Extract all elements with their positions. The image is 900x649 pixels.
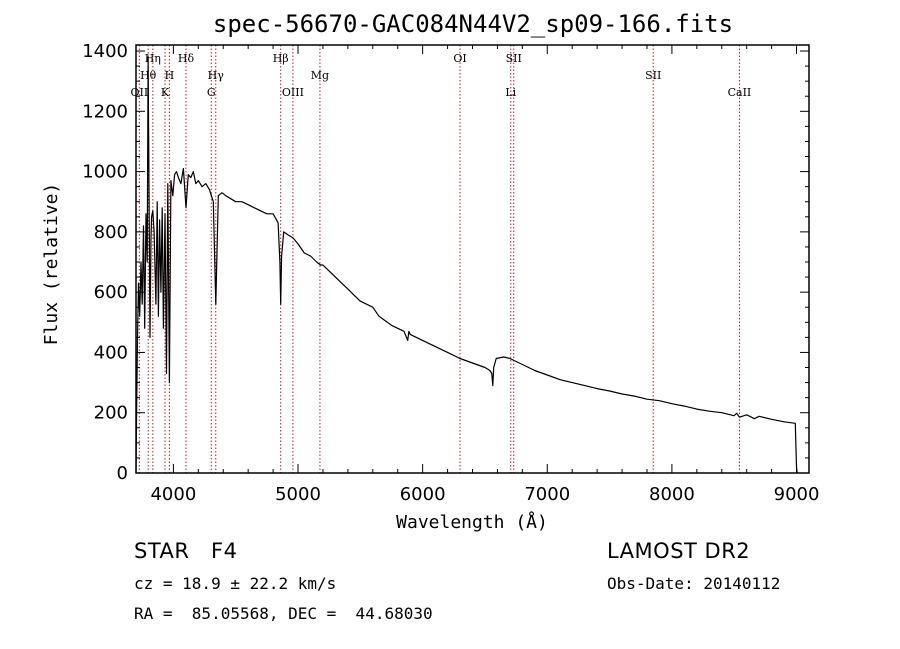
y-tick-label: 600 — [94, 282, 128, 303]
x-tick-label: 7000 — [524, 484, 570, 505]
x-tick-label: 4000 — [150, 484, 196, 505]
x-axis: 4000 5000 6000 7000 8000 9000 — [150, 45, 819, 505]
survey-name: LAMOST DR2 — [607, 539, 751, 563]
line-marker-label: G — [207, 86, 216, 99]
observation-date: Obs-Date: 20140112 — [607, 574, 781, 593]
object-class: STAR F4 — [134, 539, 238, 563]
x-tick-label: 5000 — [275, 484, 321, 505]
y-tick-label: 800 — [94, 222, 128, 243]
line-marker-label: Hη — [145, 52, 161, 65]
y-axis: 0 200 400 600 800 1000 1200 1400 — [82, 41, 809, 484]
y-tick-label: 200 — [94, 403, 128, 424]
line-marker-label: Hβ — [273, 52, 289, 65]
chart-title: spec-56670-GAC084N44V2_sp09-166.fits — [213, 10, 733, 38]
line-marker-label: Li — [505, 86, 516, 99]
line-marker-label: OI — [453, 52, 466, 65]
line-marker-label: Hδ — [178, 52, 195, 65]
line-marker-label: OII — [131, 86, 149, 99]
y-tick-label: 1000 — [82, 162, 128, 183]
line-marker-label: CaII — [728, 86, 752, 99]
redshift-velocity: cz = 18.9 ± 22.2 km/s — [134, 574, 337, 593]
line-marker-label: Mg — [311, 69, 329, 82]
y-tick-label: 1200 — [82, 101, 128, 122]
y-tick-label: 400 — [94, 342, 128, 363]
x-tick-label: 8000 — [649, 484, 695, 505]
x-tick-label: 9000 — [774, 484, 820, 505]
line-marker-label: SII — [645, 69, 661, 82]
x-axis-label: Wavelength (Å) — [396, 511, 548, 533]
line-marker-label: OIII — [282, 86, 304, 99]
y-tick-label: 0 — [117, 463, 128, 484]
plot-frame — [135, 44, 810, 474]
line-marker-label: H — [165, 69, 175, 82]
y-axis-label: Flux (relative) — [41, 183, 62, 346]
line-marker-label: K — [161, 86, 170, 99]
y-tick-label: 1400 — [82, 41, 128, 62]
x-tick-label: 6000 — [400, 484, 446, 505]
spectrum-line — [135, 56, 798, 474]
coordinates: RA = 85.05568, DEC = 44.68030 — [134, 604, 433, 623]
line-marker-label: SII — [506, 52, 522, 65]
line-marker-label: Hγ — [208, 69, 225, 82]
